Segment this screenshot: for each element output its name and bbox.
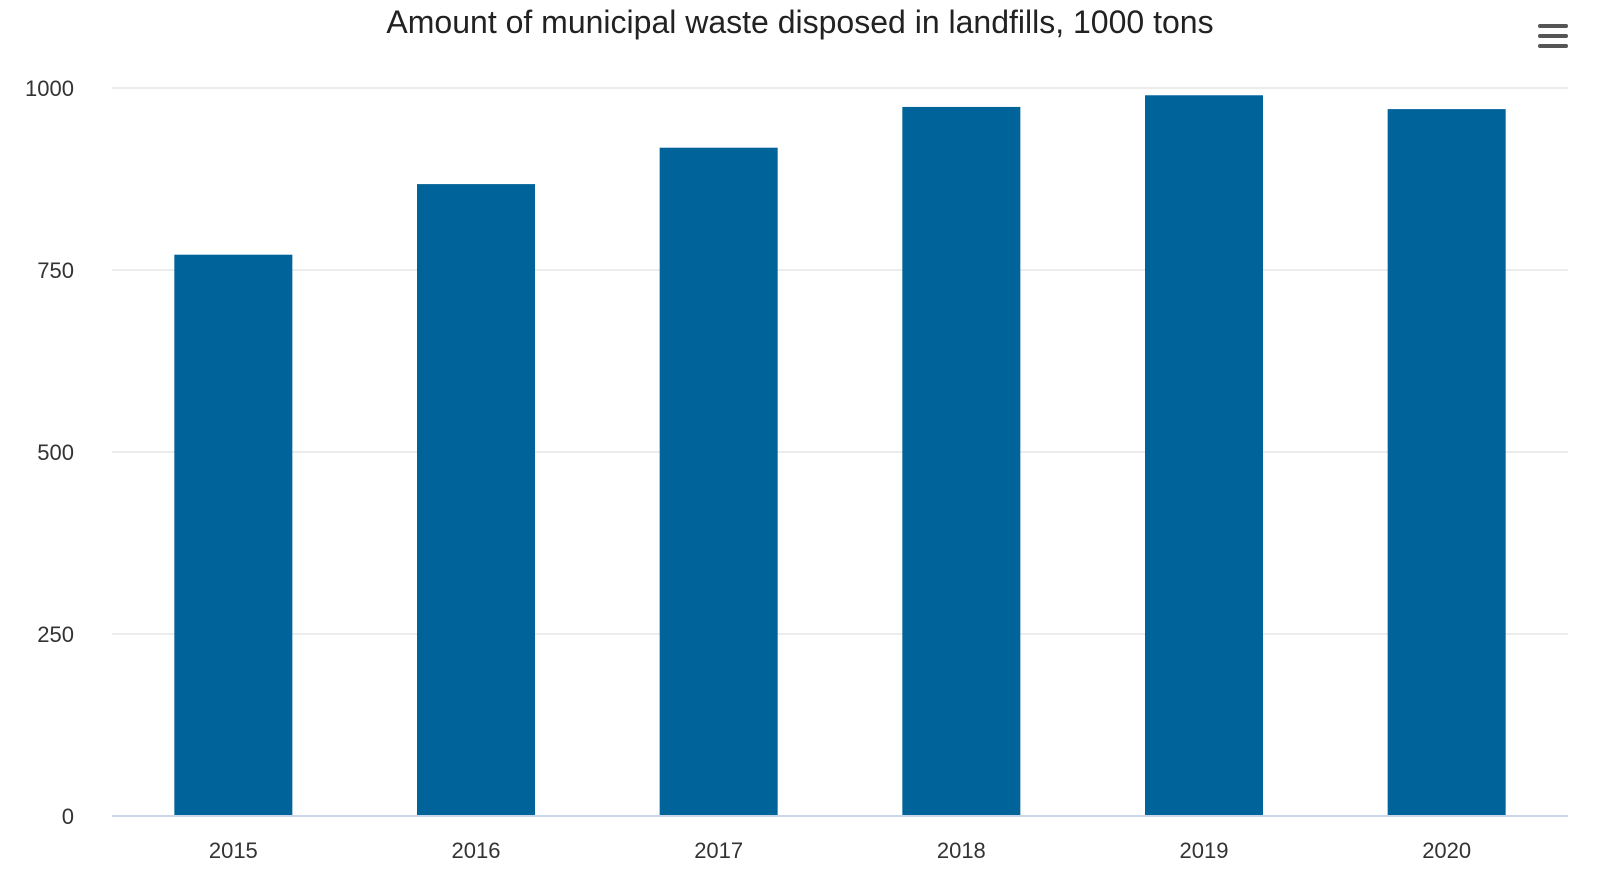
- grid-lines: [112, 87, 1568, 635]
- bar[interactable]: [1387, 109, 1506, 816]
- x-tick-label: 2017: [694, 838, 743, 863]
- y-tick-label: 1000: [25, 76, 74, 101]
- bar[interactable]: [417, 184, 535, 816]
- y-tick-label: 500: [37, 440, 74, 465]
- x-tick-label: 2016: [452, 838, 501, 863]
- bars: [174, 95, 1506, 817]
- bar[interactable]: [1145, 95, 1263, 816]
- y-tick-label: 750: [37, 258, 74, 283]
- hamburger-menu-icon[interactable]: [1538, 22, 1568, 50]
- chart-title: Amount of municipal waste disposed in la…: [386, 4, 1214, 40]
- y-tick-label: 250: [37, 622, 74, 647]
- bar[interactable]: [902, 106, 1021, 817]
- x-tick-label: 2018: [937, 838, 986, 863]
- y-tick-label: 0: [62, 804, 74, 829]
- bar[interactable]: [174, 254, 293, 816]
- y-axis-labels: 0 250 500 750 1000: [25, 76, 74, 829]
- x-tick-label: 2019: [1180, 838, 1229, 863]
- x-tick-label: 2015: [209, 838, 258, 863]
- x-axis-labels: 2015 2016 2017 2018 2019 2020: [209, 838, 1471, 863]
- bar[interactable]: [659, 147, 778, 817]
- x-tick-label: 2020: [1422, 838, 1471, 863]
